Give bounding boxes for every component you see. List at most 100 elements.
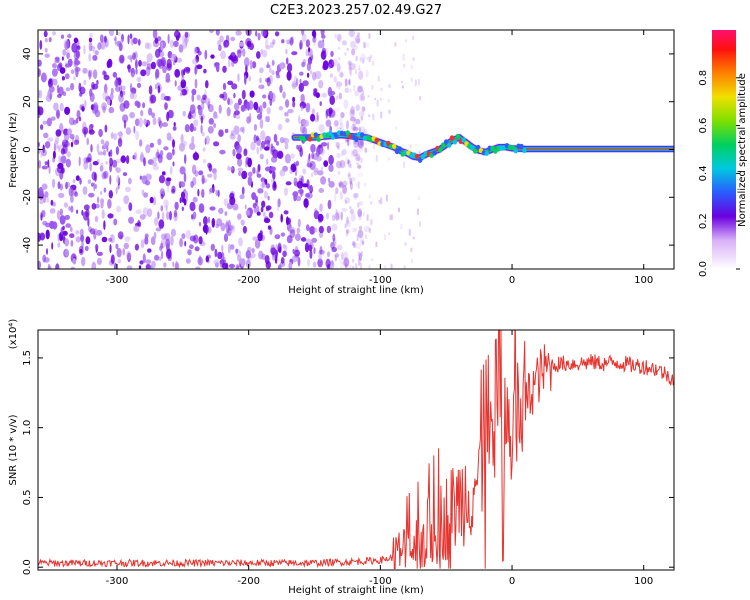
noise-speckle [338,87,341,90]
noise-speckle [309,160,316,171]
noise-speckle [101,102,107,111]
noise-speckle [42,220,48,226]
noise-speckle [341,252,344,260]
noise-speckle [180,91,183,97]
noise-speckle [138,265,142,269]
noise-speckle [287,108,294,114]
noise-speckle [312,71,317,81]
noise-speckle [133,125,136,134]
noise-speckle [273,133,278,143]
noise-speckle [181,206,184,211]
noise-speckle [43,30,48,38]
noise-speckle [279,137,285,144]
noise-speckle [193,234,199,244]
x-tick-label: -100 [369,275,392,286]
noise-speckle [213,141,220,147]
noise-speckle [61,76,65,81]
noise-speckle [315,146,321,157]
noise-speckle [353,45,358,51]
noise-speckle [195,54,199,63]
noise-speckle [137,219,141,226]
noise-speckle [227,243,231,254]
noise-speckle [221,244,224,253]
noise-speckle [219,35,224,43]
noise-speckle [367,95,370,98]
noise-speckle [276,202,280,212]
noise-speckle [223,233,229,243]
noise-speckle [237,49,242,58]
noise-speckle [85,208,90,218]
noise-speckle [283,210,289,215]
noise-speckle [207,173,213,178]
noise-speckle [129,33,133,39]
noise-speckle [246,116,251,124]
noise-speckle [227,166,234,171]
noise-speckle [115,243,119,250]
noise-speckle [241,89,246,100]
x-tick-label: 100 [634,275,653,286]
noise-speckle [363,212,366,217]
noise-speckle [150,61,156,70]
noise-speckle [161,171,166,176]
noise-speckle [194,66,197,76]
noise-speckle [84,245,89,252]
noise-speckle [348,30,355,37]
noise-speckle [349,181,353,190]
noise-speckle [108,151,111,157]
noise-speckle [162,122,168,128]
noise-speckle [238,171,242,177]
noise-speckle [269,41,274,49]
noise-speckle [389,214,392,221]
noise-speckle [229,196,236,206]
noise-speckle [310,143,316,153]
noise-speckle [329,95,336,106]
noise-speckle [96,251,103,256]
chart-title: C2E3.2023.257.02.49.G27 [270,3,442,18]
noise-speckle [337,47,340,50]
signal-blob [446,142,452,148]
noise-speckle [104,83,108,94]
noise-speckle [391,214,394,220]
noise-speckle [279,62,286,70]
noise-speckle [352,241,357,249]
noise-speckle [357,202,360,208]
noise-speckle [361,111,364,116]
noise-speckle [306,62,311,71]
noise-speckle [311,30,316,37]
noise-speckle [365,69,369,78]
noise-speckle [229,224,236,233]
noise-speckle [46,248,48,255]
noise-speckle [370,219,373,225]
signal-blob [455,133,460,139]
noise-speckle [193,119,199,127]
noise-speckle [285,99,290,108]
noise-speckle [43,132,49,139]
noise-speckle [41,210,46,218]
noise-speckle [270,247,277,256]
noise-speckle [263,191,268,199]
noise-speckle [400,223,403,230]
noise-speckle [361,95,366,101]
snr-x-label: Height of straight line (km) [288,585,424,596]
noise-speckle [38,260,41,269]
noise-speckle [149,142,154,148]
noise-speckle [160,193,164,200]
noise-speckle [354,153,361,162]
noise-speckle [50,199,54,206]
noise-speckle [300,105,303,112]
noise-speckle [331,246,338,253]
noise-speckle [41,148,47,157]
noise-speckle [79,86,86,95]
noise-speckle [289,227,295,234]
noise-speckle [361,106,366,112]
noise-speckle [65,181,68,190]
noise-speckle [151,161,158,167]
noise-speckle [388,84,391,88]
noise-speckle [101,209,105,219]
noise-speckle [259,105,263,115]
noise-speckle [267,225,272,230]
y-tick-label: 0.0 [22,559,33,575]
noise-speckle [192,176,197,186]
noise-speckle [109,92,114,101]
